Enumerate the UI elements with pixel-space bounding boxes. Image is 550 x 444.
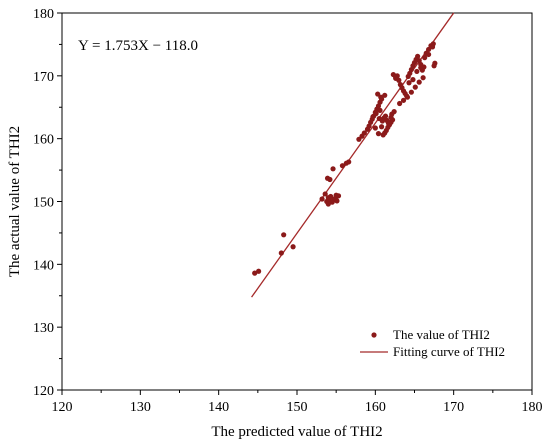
data-point xyxy=(333,192,339,198)
y-tick-label: 120 xyxy=(33,384,54,399)
data-point xyxy=(281,232,287,238)
y-tick-label: 170 xyxy=(33,70,54,85)
legend-label-fit: Fitting curve of THI2 xyxy=(393,344,505,359)
x-tick-label: 140 xyxy=(208,400,229,415)
data-point xyxy=(322,191,328,197)
data-point xyxy=(391,109,397,115)
data-point xyxy=(420,75,426,81)
data-point xyxy=(377,107,383,113)
data-point xyxy=(414,68,420,75)
data-points xyxy=(252,41,438,276)
data-point xyxy=(330,166,336,172)
data-point xyxy=(426,51,432,58)
data-point xyxy=(373,110,379,117)
data-point xyxy=(375,131,382,137)
data-point xyxy=(252,270,258,276)
x-tick-label: 150 xyxy=(287,400,308,415)
data-point xyxy=(426,46,432,53)
x-tick-label: 170 xyxy=(443,400,464,415)
data-point xyxy=(325,201,331,207)
data-point xyxy=(412,84,418,90)
data-point xyxy=(379,124,385,130)
data-point xyxy=(327,176,333,183)
data-point xyxy=(385,119,391,125)
data-point xyxy=(422,55,428,61)
y-tick-label: 140 xyxy=(33,258,54,273)
data-point xyxy=(418,65,424,71)
y-axis-title: The actual value of THI2 xyxy=(7,126,23,277)
legend-label-points: The value of THI2 xyxy=(393,327,490,342)
data-point xyxy=(256,268,262,274)
x-tick-label: 120 xyxy=(52,400,73,415)
y-tick-label: 180 xyxy=(33,7,54,22)
legend: The value of THI2 Fitting curve of THI2 xyxy=(360,327,505,359)
data-point xyxy=(431,63,437,69)
data-point xyxy=(416,79,422,85)
data-point xyxy=(408,89,414,95)
data-point xyxy=(429,44,436,50)
data-point xyxy=(382,92,388,98)
data-point xyxy=(404,94,411,100)
data-point xyxy=(415,53,421,59)
data-point xyxy=(410,77,416,83)
data-point xyxy=(393,74,399,80)
data-point xyxy=(388,114,394,120)
legend-point-marker xyxy=(371,332,377,338)
data-point xyxy=(378,94,384,100)
data-point xyxy=(334,198,340,204)
x-tick-label: 160 xyxy=(365,400,386,415)
data-point xyxy=(319,196,325,202)
data-point xyxy=(290,244,296,250)
data-point xyxy=(339,163,346,169)
y-tick-label: 130 xyxy=(33,321,54,336)
x-axis-title: The predicted value of THI2 xyxy=(211,424,382,440)
data-point xyxy=(278,250,284,256)
data-point xyxy=(400,97,407,103)
y-tick-label: 160 xyxy=(33,133,54,148)
data-point xyxy=(346,159,352,165)
y-tick-label: 150 xyxy=(33,196,54,211)
x-tick-label: 130 xyxy=(130,400,151,415)
axis-ticks: 120 130 140 150 160 170 180 120 130 140 150 160 170 1… xyxy=(33,7,543,415)
data-point xyxy=(372,125,378,131)
data-point xyxy=(361,130,367,136)
data-point xyxy=(406,80,412,86)
x-tick-label: 180 xyxy=(522,400,543,415)
data-point xyxy=(397,100,403,107)
regression-equation: Y = 1.753X − 118.0 xyxy=(78,38,198,54)
